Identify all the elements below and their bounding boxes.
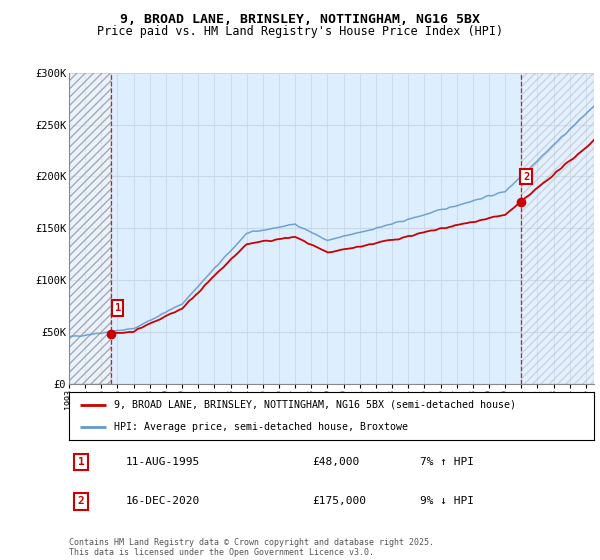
Text: £48,000: £48,000 xyxy=(312,457,359,467)
Text: 16-DEC-2020: 16-DEC-2020 xyxy=(126,496,200,506)
Bar xyxy=(69,73,112,384)
Text: £175,000: £175,000 xyxy=(312,496,366,506)
Text: 9, BROAD LANE, BRINSLEY, NOTTINGHAM, NG16 5BX (semi-detached house): 9, BROAD LANE, BRINSLEY, NOTTINGHAM, NG1… xyxy=(113,400,515,410)
Text: Contains HM Land Registry data © Crown copyright and database right 2025.
This d: Contains HM Land Registry data © Crown c… xyxy=(69,538,434,557)
Text: 1: 1 xyxy=(115,303,121,313)
Bar xyxy=(521,73,594,384)
Text: Price paid vs. HM Land Registry's House Price Index (HPI): Price paid vs. HM Land Registry's House … xyxy=(97,25,503,38)
Bar xyxy=(69,73,112,384)
Text: 9, BROAD LANE, BRINSLEY, NOTTINGHAM, NG16 5BX: 9, BROAD LANE, BRINSLEY, NOTTINGHAM, NG1… xyxy=(120,13,480,26)
Text: 1: 1 xyxy=(77,457,85,467)
Text: 9% ↓ HPI: 9% ↓ HPI xyxy=(420,496,474,506)
Bar xyxy=(521,73,594,384)
Text: 7% ↑ HPI: 7% ↑ HPI xyxy=(420,457,474,467)
Text: 2: 2 xyxy=(77,496,85,506)
Text: 2: 2 xyxy=(523,171,529,181)
Text: 11-AUG-1995: 11-AUG-1995 xyxy=(126,457,200,467)
Text: HPI: Average price, semi-detached house, Broxtowe: HPI: Average price, semi-detached house,… xyxy=(113,422,407,432)
